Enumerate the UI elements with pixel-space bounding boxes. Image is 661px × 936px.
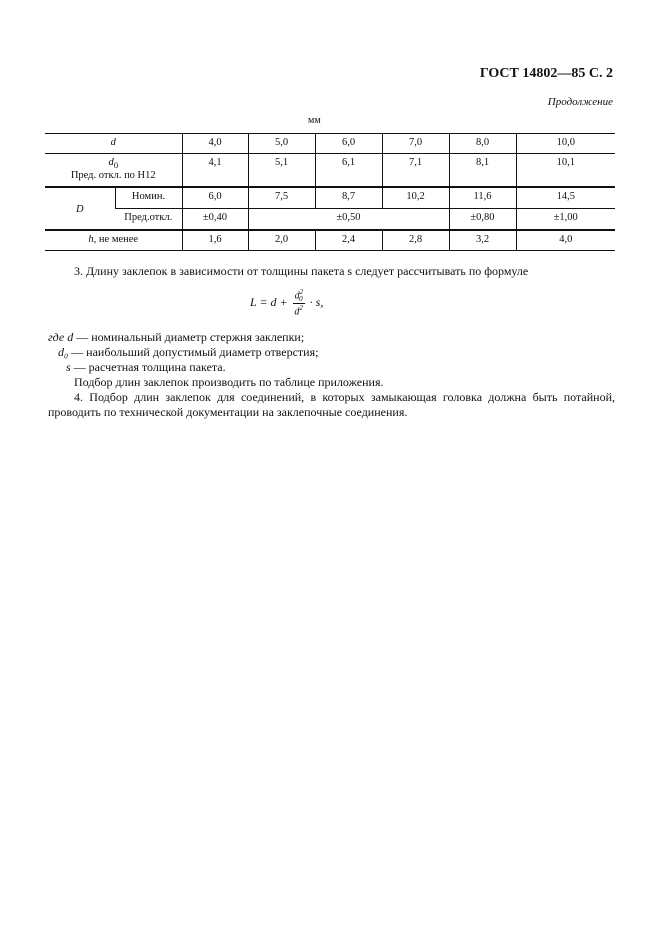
cell: ±0,40 (181, 208, 248, 230)
definition-text: — номинальный диаметр стержня заклепки; (73, 330, 305, 344)
cell: 1,6 (181, 229, 248, 251)
cell: 7,0 (381, 133, 449, 154)
cell: 6,1 (314, 153, 382, 187)
symbol: s (66, 360, 71, 374)
cell: 4,0 (181, 133, 248, 154)
fraction-numerator: d20 (292, 288, 305, 305)
paragraph-selection: Подбор длин заклепок производить по табл… (74, 375, 384, 389)
row-d0: d0 Пред. откл. по H12 4,1 5,1 6,1 7,1 8,1… (45, 153, 615, 187)
cell: 7,5 (247, 186, 315, 209)
cell: 4,1 (181, 153, 248, 187)
formula-tail: · s, (309, 295, 324, 310)
d0-symbol: d (108, 157, 114, 168)
definition-text: — расчетная толщина пакета. (70, 360, 226, 374)
row-label: h, не менее (45, 230, 182, 251)
num-symbol: d (294, 290, 300, 302)
cell: 7,1 (381, 153, 449, 187)
row-label: d0 Пред. откл. по H12 (45, 153, 182, 187)
cell: 6,0 (314, 133, 382, 154)
formula-fraction: d20 d2 (292, 288, 305, 318)
cell: 6,0 (181, 186, 248, 209)
definition-d: где d — номинальный диаметр стержня закл… (48, 330, 615, 345)
cell: 8,1 (448, 153, 516, 187)
symbol: d₀ (58, 345, 69, 359)
cell: 10,0 (515, 133, 615, 154)
d0-subscript: 0 (113, 160, 119, 171)
cell: 10,2 (381, 186, 449, 209)
unit-label: мм (308, 115, 321, 126)
cell: 2,8 (381, 229, 449, 251)
cell: ±0,50 (247, 208, 449, 230)
sub-label: Номин. (114, 186, 182, 209)
row-d: d 4,0 5,0 6,0 7,0 8,0 10,0 (45, 133, 615, 154)
cell: 5,1 (247, 153, 315, 187)
cell: 3,2 (448, 229, 516, 251)
fraction-denominator: d2 (294, 304, 303, 317)
cell: 8,7 (314, 186, 382, 209)
den-sup: 2 (299, 304, 303, 313)
num-sup: 2 (299, 288, 304, 296)
formula-lhs: L = d + (250, 295, 288, 310)
row-h: h, не менее 1,6 2,0 2,4 2,8 3,2 4,0 (45, 229, 615, 251)
continuation-label: Продолжение (547, 96, 613, 108)
cell: 10,1 (515, 153, 615, 187)
cell: 11,6 (448, 186, 516, 209)
rivet-dimensions-table: d 4,0 5,0 6,0 7,0 8,0 10,0 d0 Пред. откл.… (45, 133, 615, 251)
row-D-tolerance: Пред.откл. ±0,40 ±0,50 ±0,80 ±1,00 (45, 208, 615, 230)
definition-d0: d₀ — наибольший допустимый диаметр отвер… (48, 345, 615, 360)
paragraph-4: 4. Подбор длин заклепок для соединений, … (48, 390, 615, 419)
row-label: D (75, 204, 84, 215)
row-D-nominal: D Номин. 6,0 7,5 8,7 10,2 11,6 14,5 (45, 186, 615, 215)
cell: 4,0 (515, 229, 615, 251)
cell: ±0,80 (448, 208, 516, 230)
cell: 14,5 (515, 186, 615, 209)
document-reference: ГОСТ 14802—85 С. 2 (479, 66, 613, 81)
sub-label: Пред.откл. (115, 208, 182, 230)
cell: 5,0 (247, 133, 315, 154)
cell: 2,4 (314, 229, 382, 251)
definitions: где d — номинальный диаметр стержня закл… (48, 330, 615, 420)
cell: ±1,00 (515, 208, 615, 230)
definition-s: s — расчетная толщина пакета. (48, 360, 615, 375)
row-label: d (110, 137, 116, 148)
definition-text: — наибольший допустимый диаметр отверсти… (68, 345, 319, 359)
num-sub: 0 (299, 295, 303, 304)
formula: L = d + d20 d2 · s, (250, 288, 323, 318)
cell: 8,0 (448, 133, 516, 154)
den-symbol: d (294, 306, 300, 318)
h-symbol: h (88, 233, 94, 245)
d0-note: Пред. откл. по H12 (70, 170, 156, 182)
symbol: где d (48, 330, 74, 344)
h-suffix: , не менее (93, 233, 139, 245)
cell: 2,0 (247, 229, 315, 251)
paragraph-3: 3. Длину заклепок в зависимости от толщи… (74, 264, 529, 278)
